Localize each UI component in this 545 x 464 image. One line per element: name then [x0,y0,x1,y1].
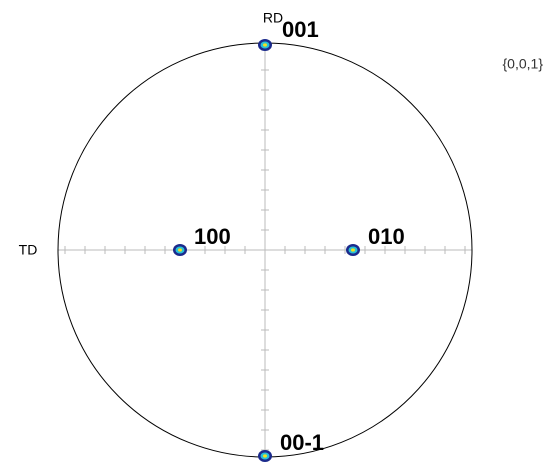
pole-core [263,454,267,458]
pole-core [263,43,267,47]
poles: 001 100 010 00-1 [173,17,405,462]
figure-name: {0,0,1} [503,56,544,72]
pole-label: 001 [282,17,319,42]
td-label: TD [19,242,38,258]
pole-core [178,248,182,252]
pole-core [351,248,355,252]
ticks [64,49,466,451]
pole-label: 010 [368,224,405,249]
pole-label: 100 [194,224,231,249]
rd-label: RD [263,10,283,26]
pole-label: 00-1 [280,430,324,455]
